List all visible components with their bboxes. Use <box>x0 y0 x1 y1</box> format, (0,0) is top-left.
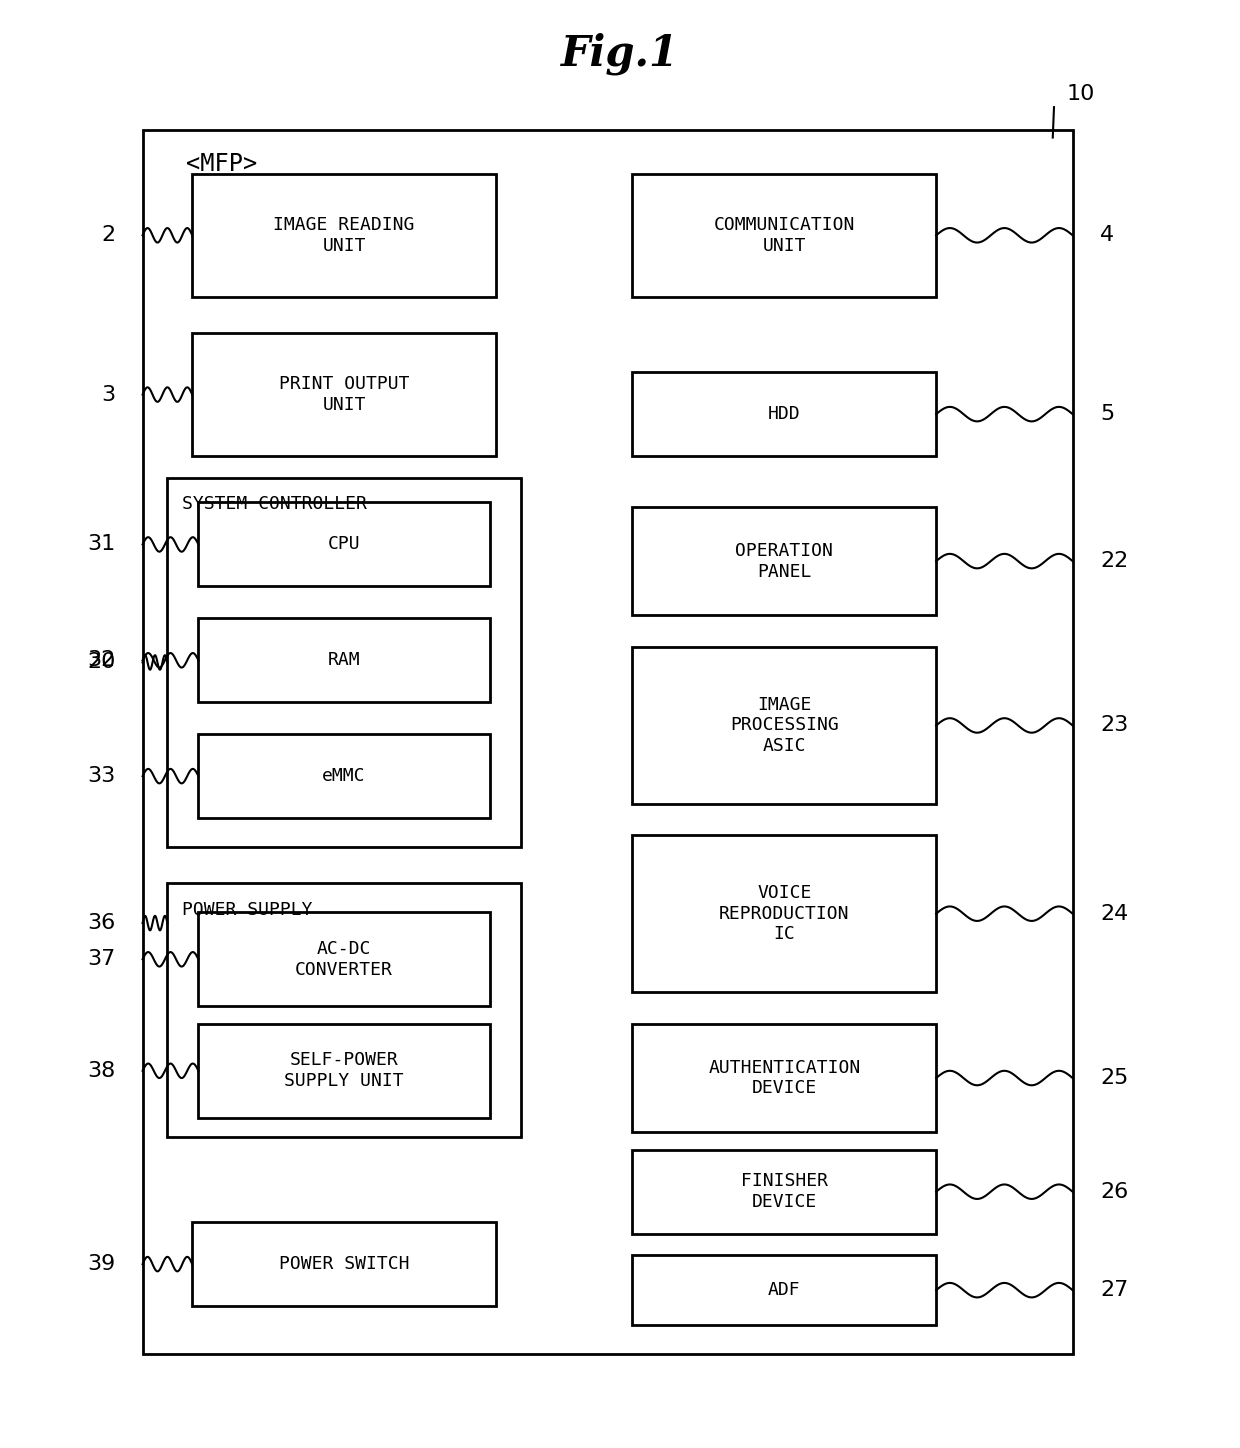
Bar <box>167 883 521 1137</box>
Text: 31: 31 <box>87 534 115 555</box>
Text: COMMUNICATION
UNIT: COMMUNICATION UNIT <box>713 216 856 255</box>
Text: 32: 32 <box>87 650 115 670</box>
Text: PRINT OUTPUT
UNIT: PRINT OUTPUT UNIT <box>279 375 409 414</box>
Text: FINISHER
DEVICE: FINISHER DEVICE <box>740 1173 828 1211</box>
Text: 5: 5 <box>1100 404 1114 424</box>
Text: HDD: HDD <box>768 405 801 423</box>
Text: 10: 10 <box>1066 84 1095 104</box>
Bar <box>198 1024 490 1118</box>
Text: 20: 20 <box>87 653 115 672</box>
Text: 26: 26 <box>1100 1182 1128 1202</box>
Text: 22: 22 <box>1100 552 1128 571</box>
Text: Fig.1: Fig.1 <box>560 32 680 75</box>
Text: RAM: RAM <box>327 652 361 669</box>
Text: 25: 25 <box>1100 1069 1128 1087</box>
Text: eMMC: eMMC <box>322 767 366 785</box>
Text: CPU: CPU <box>327 536 361 553</box>
Bar <box>632 372 936 456</box>
Bar <box>632 1255 936 1325</box>
Bar <box>198 734 490 818</box>
Bar <box>198 618 490 702</box>
Text: IMAGE
PROCESSING
ASIC: IMAGE PROCESSING ASIC <box>730 695 838 756</box>
Text: SYSTEM CONTROLLER: SYSTEM CONTROLLER <box>182 495 367 513</box>
Bar <box>632 174 936 297</box>
Text: OPERATION
PANEL: OPERATION PANEL <box>735 542 833 581</box>
Text: AUTHENTICATION
DEVICE: AUTHENTICATION DEVICE <box>708 1058 861 1098</box>
Text: 33: 33 <box>87 766 115 786</box>
Text: POWER SUPPLY: POWER SUPPLY <box>182 901 312 918</box>
Text: SELF-POWER
SUPPLY UNIT: SELF-POWER SUPPLY UNIT <box>284 1051 404 1090</box>
Bar <box>143 130 1073 1354</box>
Text: 23: 23 <box>1100 715 1128 736</box>
Text: 36: 36 <box>87 914 115 933</box>
Text: VOICE
REPRODUCTION
IC: VOICE REPRODUCTION IC <box>719 883 849 944</box>
Bar <box>632 1024 936 1132</box>
Bar <box>192 333 496 456</box>
Text: 2: 2 <box>102 226 115 245</box>
Text: 38: 38 <box>87 1061 115 1080</box>
Bar <box>198 912 490 1006</box>
Text: POWER SWITCH: POWER SWITCH <box>279 1255 409 1273</box>
Text: 37: 37 <box>87 950 115 969</box>
Text: ADF: ADF <box>768 1281 801 1299</box>
Bar <box>192 1222 496 1306</box>
Bar <box>632 1150 936 1234</box>
Text: IMAGE READING
UNIT: IMAGE READING UNIT <box>273 216 415 255</box>
Bar <box>632 835 936 992</box>
Text: 3: 3 <box>102 385 115 404</box>
Text: 27: 27 <box>1100 1280 1128 1300</box>
Text: AC-DC
CONVERTER: AC-DC CONVERTER <box>295 940 393 979</box>
Bar <box>632 507 936 615</box>
Text: 24: 24 <box>1100 904 1128 924</box>
Text: 4: 4 <box>1100 226 1114 245</box>
Text: <MFP>: <MFP> <box>186 152 257 177</box>
Bar <box>198 502 490 586</box>
Bar <box>167 478 521 847</box>
Text: 39: 39 <box>87 1254 115 1274</box>
Bar <box>632 647 936 804</box>
Bar <box>192 174 496 297</box>
